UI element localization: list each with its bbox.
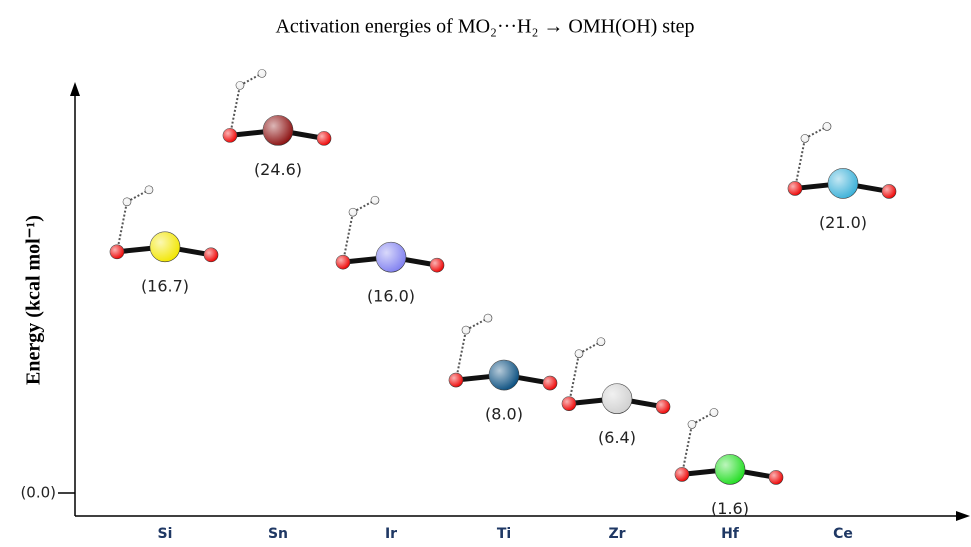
h-bond — [229, 85, 241, 136]
x-axis-arrow — [956, 511, 970, 521]
h-bond — [681, 424, 693, 475]
atom-shine — [376, 242, 406, 273]
atom-shine — [110, 244, 124, 259]
value-label: (21.0) — [819, 213, 867, 232]
atom-shine — [543, 376, 557, 391]
value-label: (8.0) — [485, 405, 523, 424]
atom-shine — [675, 467, 689, 482]
x-tick-label: Si — [158, 526, 173, 542]
atom-shine — [489, 360, 519, 391]
atom-shine — [449, 373, 463, 388]
molecule — [222, 69, 332, 146]
molecule — [674, 408, 784, 485]
molecule — [787, 122, 897, 199]
x-tick-label: Sn — [268, 526, 288, 542]
y-axis-label: Energy (kcal mol⁻¹) — [23, 215, 45, 385]
atom-shine — [123, 197, 131, 206]
molecule — [335, 195, 445, 273]
atom-shine — [258, 69, 266, 78]
atom-shine — [823, 122, 831, 131]
atom-shine — [715, 454, 745, 485]
molecule — [448, 313, 558, 391]
chart-title: Activation energies of MO₂···H₂ → OMH(OH… — [275, 16, 694, 38]
value-label: (16.0) — [367, 287, 415, 306]
atom-shine — [688, 420, 696, 429]
x-tick-label: Ce — [833, 526, 853, 542]
atom-shine — [562, 396, 576, 411]
atom-shine — [145, 185, 153, 194]
atom-shine — [236, 81, 244, 90]
atom-shine — [223, 128, 237, 143]
atom-shine — [656, 399, 670, 414]
h-bond — [116, 201, 128, 253]
atom-shine — [769, 470, 783, 485]
atom-shine — [602, 383, 632, 414]
atom-shine — [597, 337, 605, 346]
value-label: (24.6) — [254, 160, 302, 179]
x-tick-label: Ir — [385, 526, 397, 542]
h-bond — [342, 211, 354, 263]
x-tick-label: Hf — [721, 526, 740, 542]
x-tick-label: Ti — [497, 526, 511, 542]
atom-shine — [317, 131, 331, 146]
atom-shine — [828, 168, 858, 199]
y-axis-arrow — [70, 82, 80, 96]
atom-shine — [150, 231, 180, 262]
h-bond — [568, 353, 580, 404]
h-bond — [794, 138, 806, 189]
value-label: (16.7) — [141, 276, 189, 295]
atom-shine — [484, 314, 492, 323]
value-label: (6.4) — [598, 428, 636, 447]
y-tick-label: (0.0) — [20, 484, 56, 502]
atom-shine — [710, 408, 718, 417]
molecule — [109, 185, 219, 263]
axes — [74, 92, 960, 517]
atom-shine — [204, 247, 218, 262]
atom-shine — [336, 255, 350, 270]
h-bond — [455, 329, 467, 381]
atom-shine — [801, 134, 809, 143]
atom-shine — [430, 258, 444, 273]
atom-shine — [788, 181, 802, 196]
atom-shine — [349, 208, 357, 217]
atom-shine — [462, 326, 470, 335]
atom-shine — [263, 115, 293, 146]
atom-shine — [575, 349, 583, 358]
x-tick-label: Zr — [608, 526, 625, 542]
atom-shine — [371, 196, 379, 205]
atom-shine — [882, 184, 896, 199]
value-label: (1.6) — [711, 499, 749, 518]
molecule — [561, 337, 671, 414]
